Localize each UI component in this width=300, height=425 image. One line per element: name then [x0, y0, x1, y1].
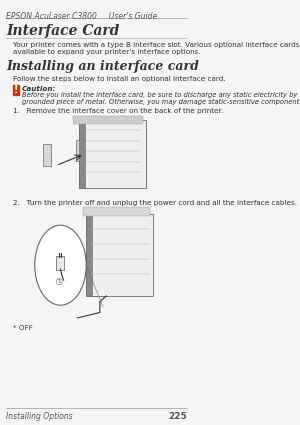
FancyBboxPatch shape: [13, 85, 19, 95]
FancyBboxPatch shape: [56, 256, 64, 270]
Text: 1: 1: [57, 279, 61, 284]
Text: * OFF: * OFF: [13, 325, 33, 331]
Text: Caution:: Caution:: [22, 86, 56, 92]
Text: 2.   Turn the printer off and unplug the power cord and all the interface cables: 2. Turn the printer off and unplug the p…: [13, 200, 297, 206]
Circle shape: [35, 225, 86, 305]
FancyBboxPatch shape: [79, 120, 85, 188]
Text: !: !: [14, 85, 18, 95]
Text: Before you install the interface card, be sure to discharge any static electrici: Before you install the interface card, b…: [22, 92, 300, 105]
FancyBboxPatch shape: [73, 116, 143, 124]
FancyBboxPatch shape: [43, 144, 51, 166]
Text: EPSON AcuLaser C3800     User's Guide: EPSON AcuLaser C3800 User's Guide: [6, 12, 158, 21]
FancyBboxPatch shape: [76, 140, 81, 161]
Text: 225: 225: [168, 412, 187, 421]
Text: 1.   Remove the interface cover on the back of the printer.: 1. Remove the interface cover on the bac…: [13, 108, 223, 114]
FancyBboxPatch shape: [86, 213, 92, 296]
Text: Installing Options: Installing Options: [6, 412, 73, 421]
FancyBboxPatch shape: [86, 213, 153, 296]
FancyBboxPatch shape: [83, 207, 150, 216]
Text: Follow the steps below to install an optional interface card.: Follow the steps below to install an opt…: [13, 76, 226, 82]
Text: Interface Card: Interface Card: [6, 24, 120, 38]
Text: Installing an interface card: Installing an interface card: [6, 60, 199, 73]
FancyBboxPatch shape: [79, 120, 146, 188]
Text: Your printer comes with a type B interface slot. Various optional interface card: Your printer comes with a type B interfa…: [13, 42, 300, 55]
